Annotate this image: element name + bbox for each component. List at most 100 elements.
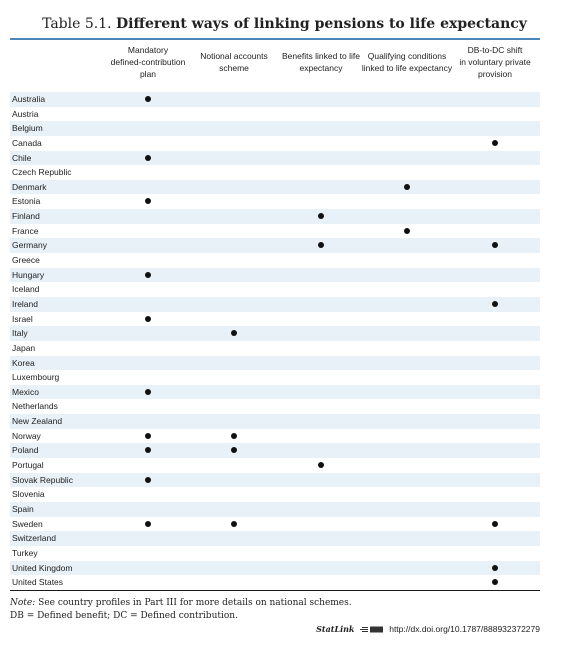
column-header-line: Benefits linked to life: [282, 51, 360, 61]
country-name: Hungary: [12, 269, 45, 280]
column-header-line: provision: [477, 69, 513, 79]
column-header-line: defined-contribution: [110, 57, 186, 67]
country-name: Japan: [12, 342, 36, 353]
bullet-mark-col-1: [145, 520, 151, 527]
column-header-line: Mandatory: [127, 45, 169, 55]
table-body: Australia Austria Belgium Canada Chile Czech …: [10, 92, 540, 590]
statlink-url[interactable]: http://dx.doi.org/10.1787/888932372279: [389, 624, 540, 634]
country-name: Iceland: [12, 284, 40, 295]
country-name: Norway: [12, 430, 41, 441]
bullet-mark-col-1: [145, 447, 151, 454]
bullet-mark-col-5: [492, 520, 498, 527]
bullet-mark-col-5: [492, 300, 498, 307]
country-name: Israel: [12, 313, 33, 324]
table-row: Iceland: [10, 282, 540, 297]
table-row: Canada: [10, 136, 540, 151]
column-header-5: DB-to-DC shift in voluntary private provis…: [450, 44, 540, 80]
table-row: Greece: [10, 253, 540, 268]
country-name: Canada: [12, 137, 42, 148]
country-name: Germany: [12, 240, 47, 251]
bullet-mark-col-1: [145, 388, 151, 395]
country-name: Ireland: [12, 298, 38, 309]
table-row: Denmark: [10, 179, 540, 195]
table-row: Finland: [10, 209, 540, 224]
country-name: Netherlands: [12, 401, 58, 412]
bullet-mark-col-2: [231, 330, 237, 337]
bullet-mark-col-4: [404, 183, 410, 190]
table-header: Mandatory defined-contribution plan Notiona…: [10, 40, 540, 92]
table-row: Portugal: [10, 458, 540, 473]
table-row: Luxembourg: [10, 370, 540, 385]
country-name: Belgium: [12, 123, 43, 134]
country-name: Austria: [12, 108, 39, 119]
table-row: Turkey: [10, 546, 540, 561]
country-name: New Zealand: [12, 416, 63, 427]
bullet-mark-col-2: [231, 447, 237, 454]
table-row: Austria: [10, 107, 540, 122]
table-title-text: Different ways of linking pensions to li…: [116, 16, 527, 32]
table-number: Table 5.1.: [42, 16, 112, 32]
note-text: See country profiles in Part III for mor…: [38, 598, 352, 608]
column-header-line: plan: [139, 69, 157, 79]
column-header-line: Qualifying conditions: [367, 51, 447, 61]
column-header-2: Notional accounts scheme: [189, 50, 279, 74]
country-name: Korea: [12, 357, 35, 368]
country-name: Czech Republic: [12, 167, 72, 178]
country-name: Chile: [12, 152, 32, 163]
table-row: Estonia: [10, 194, 540, 209]
table-row: Chile: [10, 150, 540, 166]
table-row: Ireland: [10, 296, 540, 312]
table: Mandatory defined-contribution plan Notiona…: [10, 38, 540, 591]
country-name: Mexico: [12, 386, 39, 397]
table-note: Note: See country profiles in Part III f…: [10, 597, 352, 623]
table-row: Germany: [10, 238, 540, 254]
table-row: Australia: [10, 92, 540, 107]
table-row: Korea: [10, 355, 540, 371]
statlink-label: StatLink: [316, 624, 355, 634]
column-header-line: DB-to-DC shift: [467, 45, 523, 55]
column-header-line: scheme: [219, 63, 249, 73]
country-name: Australia: [12, 94, 46, 104]
country-name: Poland: [12, 445, 39, 456]
column-header-line: linked to life expectancy: [361, 63, 453, 73]
country-name: United States: [12, 577, 64, 588]
table-row: Belgium: [10, 121, 540, 136]
country-name: Slovenia: [12, 489, 45, 500]
table-row: United Kingdom: [10, 560, 540, 576]
country-name: Turkey: [12, 547, 38, 558]
table-row: Spain: [10, 501, 540, 517]
country-name: Estonia: [12, 196, 41, 207]
table-row: Slovak Republic: [10, 472, 540, 488]
bullet-mark-col-5: [492, 564, 498, 571]
country-name: France: [12, 225, 39, 236]
column-header-1: Mandatory defined-contribution plan: [98, 44, 198, 80]
bullet-mark-col-2: [231, 432, 237, 439]
column-header-line: expectancy: [299, 63, 343, 73]
country-name: Greece: [12, 255, 40, 266]
country-name: Finland: [12, 211, 40, 222]
table-row: Netherlands: [10, 399, 540, 414]
table-row: New Zealand: [10, 414, 540, 429]
country-name: Denmark: [12, 181, 47, 192]
bullet-mark-col-1: [145, 96, 151, 102]
bullet-mark-col-3: [318, 242, 324, 249]
table-row: Slovenia: [10, 487, 540, 502]
country-name: Switzerland: [12, 533, 56, 544]
country-name: Italy: [12, 328, 28, 339]
bullet-mark-col-4: [404, 227, 410, 234]
column-header-4: Qualifying conditions linked to life expe…: [355, 50, 459, 74]
table-row: Hungary: [10, 267, 540, 283]
bullet-mark-col-5: [492, 242, 498, 249]
table-row: France: [10, 224, 540, 239]
column-header-line: in voluntary private: [459, 57, 531, 67]
bullet-mark-col-1: [145, 476, 151, 483]
statlink-logo-icon: [359, 626, 383, 633]
bullet-mark-col-1: [145, 154, 151, 161]
table-row: Japan: [10, 341, 540, 356]
table-row: Sweden: [10, 517, 540, 532]
table-bottom-rule: [10, 589, 540, 591]
country-name: Spain: [12, 503, 34, 514]
table-top-rule: [10, 38, 540, 40]
bullet-mark-col-1: [145, 315, 151, 322]
bullet-mark-col-2: [231, 520, 237, 527]
